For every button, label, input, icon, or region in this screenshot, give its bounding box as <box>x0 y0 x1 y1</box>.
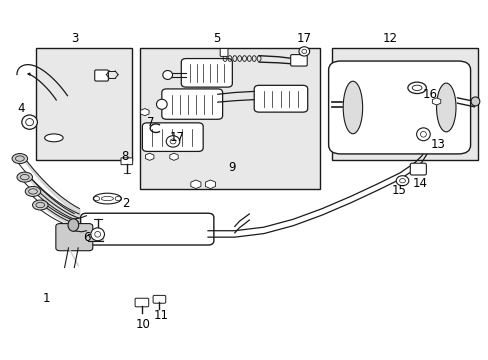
FancyBboxPatch shape <box>135 298 148 307</box>
Ellipse shape <box>68 219 79 231</box>
Text: 1: 1 <box>42 292 50 305</box>
Ellipse shape <box>17 172 32 182</box>
FancyBboxPatch shape <box>220 49 227 57</box>
Text: 17: 17 <box>169 131 184 144</box>
Ellipse shape <box>25 186 41 197</box>
Ellipse shape <box>436 83 455 132</box>
FancyBboxPatch shape <box>290 55 306 66</box>
Ellipse shape <box>156 99 167 109</box>
Text: 14: 14 <box>412 177 427 190</box>
Text: 4: 4 <box>17 102 24 115</box>
FancyBboxPatch shape <box>254 85 307 112</box>
Text: 3: 3 <box>71 32 79 45</box>
Ellipse shape <box>91 228 104 241</box>
Ellipse shape <box>407 82 426 94</box>
FancyBboxPatch shape <box>153 296 165 303</box>
FancyBboxPatch shape <box>181 59 232 87</box>
Text: 16: 16 <box>422 88 437 101</box>
Text: 10: 10 <box>136 318 150 331</box>
FancyBboxPatch shape <box>81 213 213 245</box>
FancyBboxPatch shape <box>121 158 132 165</box>
Ellipse shape <box>12 154 28 163</box>
Ellipse shape <box>166 136 180 147</box>
Text: 2: 2 <box>122 197 129 210</box>
Ellipse shape <box>22 115 37 129</box>
FancyBboxPatch shape <box>56 224 93 251</box>
Text: 9: 9 <box>228 161 236 174</box>
Text: 6: 6 <box>82 231 90 244</box>
Text: 8: 8 <box>122 150 129 163</box>
Text: 17: 17 <box>296 32 311 45</box>
Text: 7: 7 <box>146 116 154 129</box>
Bar <box>36 48 131 160</box>
Text: 5: 5 <box>213 32 221 45</box>
Ellipse shape <box>395 176 408 186</box>
FancyBboxPatch shape <box>142 123 203 152</box>
Text: 12: 12 <box>382 32 397 45</box>
FancyBboxPatch shape <box>162 89 222 119</box>
Ellipse shape <box>298 47 309 56</box>
Ellipse shape <box>32 200 48 210</box>
Ellipse shape <box>93 193 121 204</box>
Bar <box>331 48 477 160</box>
FancyBboxPatch shape <box>409 163 426 175</box>
Ellipse shape <box>343 81 362 134</box>
Text: 13: 13 <box>430 138 445 151</box>
Bar <box>140 48 319 189</box>
Ellipse shape <box>163 71 172 80</box>
Ellipse shape <box>470 97 479 106</box>
Ellipse shape <box>416 128 429 141</box>
Text: 15: 15 <box>391 184 406 197</box>
FancyBboxPatch shape <box>95 70 108 81</box>
Ellipse shape <box>44 134 63 142</box>
FancyBboxPatch shape <box>328 61 469 154</box>
Text: 11: 11 <box>153 309 168 322</box>
